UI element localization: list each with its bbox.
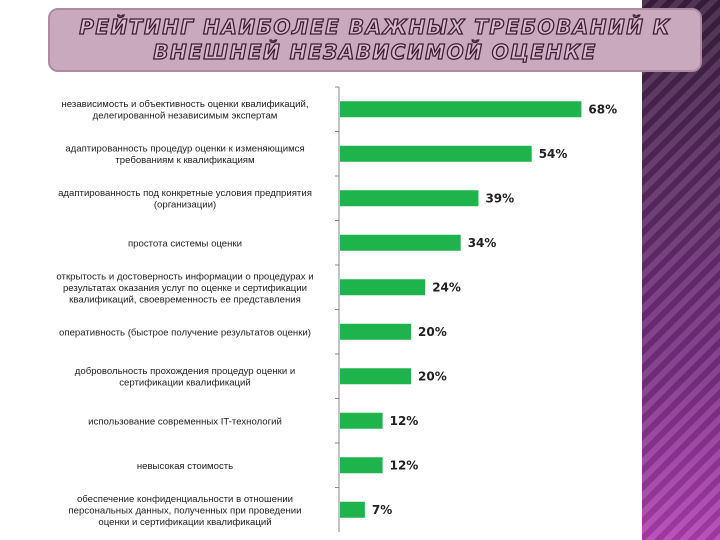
slide-title: РЕЙТИНГ НАИБОЛЕЕ ВАЖНЫХ ТРЕБОВАНИЙ К ВНЕ… — [79, 14, 671, 65]
decorative-side-stripes — [642, 0, 720, 540]
category-label-line: персональных данных, полученных при пров… — [68, 505, 301, 516]
category-label-5: открытость и достоверность информации о … — [56, 271, 313, 305]
value-label-8: 12% — [390, 414, 419, 428]
bar-5 — [340, 279, 426, 296]
value-label-10: 7% — [372, 503, 392, 517]
category-label-9: невысокая стоимость — [137, 461, 233, 472]
category-label-2: адаптированность процедур оценки к измен… — [65, 144, 304, 167]
left-margin — [0, 0, 14, 540]
category-label-line: результатах оказания услуг по оценке и с… — [63, 283, 307, 294]
category-label-7: добровольность прохождения процедур оцен… — [75, 366, 295, 389]
category-label-4: простота системы оценки — [128, 238, 242, 249]
category-label-line: простота системы оценки — [128, 238, 242, 249]
category-label-line: оперативность (быстрое получение результ… — [59, 327, 311, 338]
value-label-2: 54% — [539, 147, 568, 161]
value-label-5: 24% — [432, 280, 461, 294]
bar-9 — [340, 457, 383, 474]
category-label-line: независимость и объективность оценки ква… — [62, 99, 309, 110]
category-label-line: использование современных IT-технологий — [88, 416, 282, 427]
bar-1 — [340, 101, 582, 118]
category-label-line: требованиям к квалификациям — [115, 155, 254, 166]
category-label-line: открытость и достоверность информации о … — [56, 271, 313, 282]
category-label-line: добровольность прохождения процедур оцен… — [75, 366, 295, 377]
category-label-3: адаптированность под конкретные условия … — [58, 188, 312, 211]
category-label-10: обеспечение конфиденциальности в отношен… — [68, 494, 301, 528]
title-line-1: РЕЙТИНГ НАИБОЛЕЕ ВАЖНЫХ ТРЕБОВАНИЙ К — [79, 14, 671, 39]
category-label-line: обеспечение конфиденциальности в отношен… — [77, 494, 293, 505]
bar-2 — [340, 145, 532, 162]
category-label-line: оценки и сертификации квалификаций — [98, 517, 271, 528]
title-banner: РЕЙТИНГ НАИБОЛЕЕ ВАЖНЫХ ТРЕБОВАНИЙ К ВНЕ… — [48, 8, 702, 72]
value-label-4: 34% — [468, 236, 497, 250]
category-label-line: адаптированность под конкретные условия … — [58, 188, 312, 199]
category-label-line: адаптированность процедур оценки к измен… — [65, 144, 304, 155]
value-label-6: 20% — [418, 325, 447, 339]
category-label-line: делегированной независимым экспертам — [93, 111, 278, 122]
category-label-line: квалификаций, своевременность ее предста… — [69, 294, 301, 305]
category-label-6: оперативность (быстрое получение результ… — [59, 327, 311, 338]
bar-4 — [340, 234, 461, 251]
category-label-line: сертификации квалификаций — [119, 378, 251, 389]
title-line-2: ВНЕШНЕЙ НЕЗАВИСИМОЙ ОЦЕНКЕ — [153, 39, 597, 64]
bar-3 — [340, 190, 479, 207]
bar-7 — [340, 368, 411, 385]
bar-chart: 68% независимость и объективность оценки … — [56, 86, 617, 532]
value-label-1: 68% — [588, 102, 617, 116]
value-label-3: 39% — [485, 191, 514, 205]
value-label-9: 12% — [390, 458, 419, 472]
bar-10 — [340, 501, 365, 518]
category-label-8: использование современных IT-технологий — [88, 416, 282, 427]
category-label-line: (организации) — [154, 200, 216, 211]
category-label-line: невысокая стоимость — [137, 461, 233, 472]
value-label-7: 20% — [418, 369, 447, 383]
category-label-1: независимость и объективность оценки ква… — [62, 99, 309, 122]
bar-6 — [340, 323, 411, 340]
bar-8 — [340, 412, 383, 429]
